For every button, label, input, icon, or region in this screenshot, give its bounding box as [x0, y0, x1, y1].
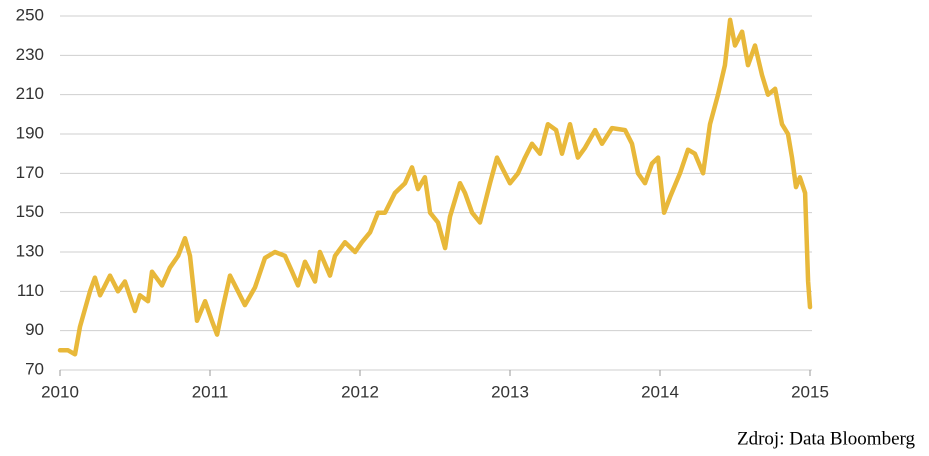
- x-tick-label: 2011: [192, 382, 229, 401]
- y-tick-label: 170: [16, 163, 44, 182]
- y-tick-label: 190: [16, 123, 44, 142]
- source: Zdroj: Data Bloomberg: [737, 428, 916, 449]
- x-tick-label: 2014: [641, 382, 679, 401]
- x-tick-label: 2015: [791, 382, 829, 401]
- y-tick-label: 70: [25, 359, 44, 378]
- y-tick-label: 210: [16, 84, 44, 103]
- x-tick-label: 2010: [41, 382, 79, 401]
- x-tick-label: 2013: [491, 382, 529, 401]
- y-tick-label: 230: [16, 45, 44, 64]
- y-tick-label: 90: [25, 320, 44, 339]
- data-line: [57, 17, 813, 357]
- x-tick-label: 2012: [341, 382, 379, 401]
- y-tick-label: 250: [16, 5, 44, 24]
- y-tick-label: 130: [16, 241, 44, 260]
- y-tick-label: 150: [16, 202, 44, 221]
- y-tick-label: 110: [17, 281, 44, 300]
